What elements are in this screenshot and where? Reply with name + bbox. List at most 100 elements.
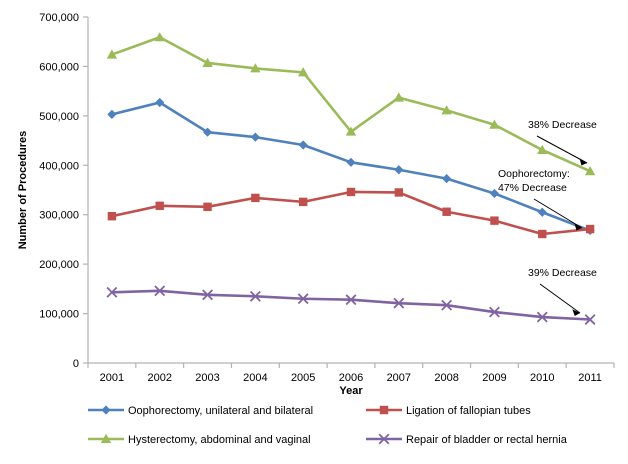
series-repair-of-bladder-or-rectal-hernia bbox=[106, 285, 596, 325]
data-point-marker-diamond bbox=[298, 140, 308, 150]
data-point-marker-diamond bbox=[346, 157, 356, 167]
legend-item-label: Oophorectomy, unilateral and bilateral bbox=[128, 405, 313, 417]
y-tick-label: 200,000 bbox=[39, 259, 79, 271]
data-point-marker-square bbox=[346, 187, 356, 197]
data-point-marker-diamond bbox=[101, 405, 111, 415]
annotation-arrow-head bbox=[572, 309, 580, 316]
data-point-marker-triangle bbox=[297, 67, 309, 77]
data-point-marker-triangle bbox=[100, 433, 112, 443]
data-point-marker-diamond bbox=[442, 174, 452, 184]
data-point-marker-cross bbox=[249, 290, 261, 302]
data-point-marker-diamond bbox=[394, 165, 404, 175]
x-tick-label: 2006 bbox=[339, 372, 363, 384]
data-point-marker-square bbox=[298, 197, 308, 207]
data-point-marker-square bbox=[379, 405, 389, 415]
y-tick-label: 500,000 bbox=[39, 111, 79, 123]
data-point-marker-triangle bbox=[202, 57, 213, 67]
data-point-marker-cross bbox=[202, 289, 213, 301]
annotation-oophorectomy-47-decrease: Oophorectomy: 47% Decrease bbox=[498, 168, 583, 231]
x-tick-label: 2011 bbox=[578, 372, 602, 384]
data-point-marker-triangle bbox=[154, 32, 165, 42]
data-point-marker-diamond bbox=[107, 109, 117, 119]
data-point-marker-triangle bbox=[345, 126, 357, 136]
x-axis-ticks-and-labels: 2001 2002 2003 2004 2005 2006 2007 2008 2009 2010… bbox=[87, 363, 615, 384]
y-tick-label: 700,000 bbox=[39, 12, 79, 24]
x-tick-label: 2004 bbox=[243, 372, 267, 384]
data-point-marker-diamond bbox=[537, 207, 547, 217]
annotation-label-line2: 47% Decrease bbox=[498, 182, 567, 194]
data-point-marker-triangle bbox=[106, 49, 118, 59]
data-point-marker-square bbox=[203, 202, 212, 212]
annotation-arrow-head bbox=[579, 158, 587, 166]
data-point-marker-triangle bbox=[441, 105, 452, 115]
legend-item[interactable]: Ligation of fallopian tubes bbox=[366, 405, 531, 417]
y-axis-ticks bbox=[83, 16, 88, 364]
legend-item-label: Hysterectomy, abdominal and vaginal bbox=[128, 434, 311, 446]
data-point-marker-triangle bbox=[584, 166, 596, 176]
x-tick-label: 2003 bbox=[195, 372, 219, 384]
data-point-marker-cross bbox=[297, 293, 309, 305]
x-tick-label: 2009 bbox=[482, 372, 506, 384]
series-ligation-of-fallopian-tubes bbox=[107, 187, 595, 239]
data-point-marker-square bbox=[107, 211, 117, 221]
data-point-marker-cross bbox=[584, 314, 596, 325]
data-point-marker-cross bbox=[345, 294, 357, 306]
x-tick-label: 2010 bbox=[530, 372, 554, 384]
data-point-marker-cross bbox=[154, 285, 166, 297]
y-tick-label: 100,000 bbox=[39, 309, 79, 321]
x-tick-label: 2001 bbox=[100, 372, 124, 384]
data-point-marker-square bbox=[251, 193, 260, 203]
x-tick-label: 2005 bbox=[291, 372, 315, 384]
data-point-marker-square bbox=[490, 216, 499, 225]
data-point-marker-diamond bbox=[202, 127, 213, 137]
data-point-marker-triangle bbox=[250, 63, 261, 73]
data-point-marker-cross bbox=[393, 297, 405, 309]
data-series-group bbox=[106, 32, 596, 325]
data-point-marker-cross bbox=[536, 311, 548, 323]
y-tick-label: 600,000 bbox=[39, 61, 79, 73]
x-tick-label: 2007 bbox=[387, 372, 411, 384]
data-point-marker-cross bbox=[489, 306, 500, 318]
y-tick-label: 0 bbox=[73, 358, 79, 370]
annotation-arrow-head bbox=[574, 223, 582, 231]
data-point-marker-cross bbox=[441, 299, 453, 311]
annotation-arrow-line bbox=[533, 198, 583, 229]
y-tick-label: 300,000 bbox=[39, 210, 79, 222]
data-point-marker-diamond bbox=[489, 188, 500, 199]
data-point-marker-square bbox=[538, 229, 547, 239]
annotation-label: 38% Decrease bbox=[528, 119, 597, 131]
legend-item[interactable]: Oophorectomy, unilateral and bilateral bbox=[88, 405, 313, 417]
series-hysterectomy-abdominal-and-vaginal bbox=[106, 32, 596, 176]
data-point-marker-cross bbox=[106, 286, 118, 298]
data-point-marker-triangle bbox=[537, 144, 548, 154]
x-tick-label: 2002 bbox=[147, 372, 171, 384]
y-axis-tick-labels: 0 100,000 200,000 300,000 400,000 500,00… bbox=[39, 12, 79, 370]
x-axis-title: Year bbox=[339, 385, 363, 397]
legend-item[interactable]: Hysterectomy, abdominal and vaginal bbox=[88, 433, 311, 446]
data-point-marker-triangle bbox=[393, 92, 405, 102]
legend-item-label: Repair of bladder or rectal hernia bbox=[406, 434, 568, 446]
annotation-38-decrease: 38% Decrease bbox=[528, 119, 597, 166]
y-tick-label: 400,000 bbox=[39, 160, 79, 172]
data-point-marker-square bbox=[155, 201, 164, 211]
y-axis-title: Number of Procedures bbox=[17, 131, 29, 250]
data-point-marker-diamond bbox=[250, 132, 260, 142]
chart-legend: Oophorectomy, unilateral and bilateral Li… bbox=[88, 405, 568, 446]
annotation-label: 39% Decrease bbox=[528, 267, 597, 279]
data-point-marker-triangle bbox=[489, 119, 500, 129]
annotation-arrow-line bbox=[539, 283, 581, 314]
legend-item[interactable]: Repair of bladder or rectal hernia bbox=[366, 433, 568, 446]
data-point-marker-square bbox=[394, 188, 404, 197]
legend-item-label: Ligation of fallopian tubes bbox=[406, 405, 531, 417]
data-point-marker-diamond bbox=[155, 97, 165, 108]
annotation-arrow-line bbox=[536, 135, 588, 164]
data-point-marker-square bbox=[442, 207, 451, 216]
annotation-39-decrease: 39% Decrease bbox=[528, 267, 597, 316]
x-tick-label: 2008 bbox=[434, 372, 458, 384]
annotation-label-line1: Oophorectomy: bbox=[498, 168, 570, 180]
data-point-marker-cross bbox=[378, 433, 390, 445]
data-point-marker-square bbox=[585, 224, 595, 234]
